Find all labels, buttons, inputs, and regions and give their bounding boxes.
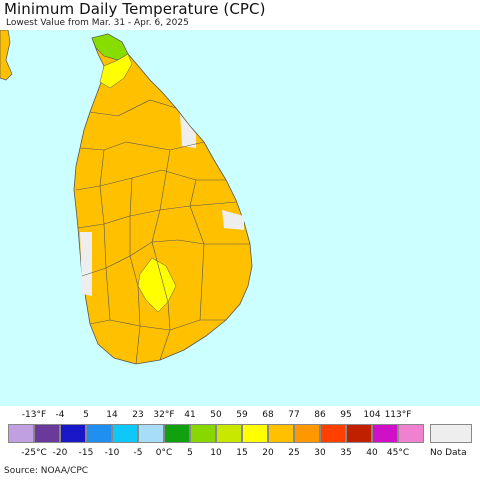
celsius-tick-label: 45°C <box>386 448 410 458</box>
legend-swatch <box>86 424 112 443</box>
map-subtitle: Lowest Value from Mar. 31 - Apr. 6, 2025 <box>6 18 189 28</box>
legend-swatch <box>242 424 268 443</box>
celsius-tick-label: -20 <box>52 448 68 458</box>
celsius-tick-label: -25°C <box>21 448 47 458</box>
legend-fahrenheit-labels: -13°F -4 5 14 23 32°F 41 50 59 68 77 86 95 104 113°F <box>0 410 480 422</box>
district-boundary <box>79 141 205 151</box>
fahrenheit-tick-label: -13°F <box>21 410 47 420</box>
celsius-tick-label: -10 <box>104 448 120 458</box>
no-data-west <box>80 232 92 296</box>
celsius-tick-label: 15 <box>236 448 248 458</box>
india-mainland <box>0 30 13 81</box>
fahrenheit-tick-label: 95 <box>340 410 352 420</box>
celsius-tick-label: -5 <box>133 448 143 458</box>
fahrenheit-tick-label: -4 <box>55 410 65 420</box>
fahrenheit-tick-label: 32°F <box>153 410 175 420</box>
fahrenheit-tick-label: 59 <box>236 410 248 420</box>
celsius-tick-label: 20 <box>262 448 274 458</box>
fahrenheit-tick-label: 86 <box>314 410 326 420</box>
legend-no-data-label: No Data <box>430 448 467 458</box>
legend-swatch <box>216 424 242 443</box>
no-data-southeast <box>222 210 244 230</box>
map-title: Minimum Daily Temperature (CPC) <box>4 0 266 18</box>
district-boundary <box>189 179 205 321</box>
district-boundary <box>89 319 226 331</box>
legend-swatch <box>60 424 86 443</box>
legend-no-data-swatch <box>430 424 472 443</box>
legend-swatch <box>268 424 294 443</box>
district-boundary <box>151 149 171 361</box>
celsius-tick-label: 40 <box>366 448 378 458</box>
district-boundary <box>89 99 177 117</box>
district-boundary <box>77 201 237 229</box>
legend-swatch <box>346 424 372 443</box>
district-boundary <box>99 149 111 321</box>
legend-swatch <box>138 424 164 443</box>
legend-swatch <box>372 424 398 443</box>
fahrenheit-tick-label: 23 <box>132 410 144 420</box>
fahrenheit-tick-label: 77 <box>288 410 300 420</box>
celsius-tick-label: -15 <box>78 448 94 458</box>
fahrenheit-tick-label: 41 <box>184 410 196 420</box>
celsius-tick-label: 5 <box>187 448 193 458</box>
source-credit: Source: NOAA/CPC <box>4 466 89 476</box>
celsius-tick-label: 25 <box>288 448 300 458</box>
fahrenheit-tick-label: 50 <box>210 410 222 420</box>
celsius-tick-label: 35 <box>340 448 352 458</box>
legend-swatch <box>34 424 60 443</box>
fahrenheit-tick-label: 104 <box>363 410 381 420</box>
legend-swatch <box>112 424 138 443</box>
no-data-east <box>180 114 196 148</box>
celsius-tick-label: 0°C <box>155 448 173 458</box>
temperature-map <box>0 30 480 406</box>
legend-swatch <box>320 424 346 443</box>
north-yellow-zone <box>99 53 133 89</box>
fahrenheit-tick-label: 5 <box>83 410 89 420</box>
district-boundary <box>75 169 226 191</box>
legend-swatch <box>398 424 424 443</box>
celsius-tick-label: 10 <box>210 448 222 458</box>
district-boundary <box>129 177 141 365</box>
legend-swatch <box>190 424 216 443</box>
sri-lanka-land <box>73 33 253 365</box>
legend-swatch <box>8 424 34 443</box>
legend-swatch <box>164 424 190 443</box>
celsius-tick-label: 30 <box>314 448 326 458</box>
fahrenheit-tick-label: 68 <box>262 410 274 420</box>
legend-swatch <box>294 424 320 443</box>
legend-celsius-labels: -25°C -20 -15 -10 -5 0°C 5 10 15 20 25 30 35 40 45°C <box>0 448 480 460</box>
fahrenheit-tick-label: 113°F <box>384 410 412 420</box>
fahrenheit-tick-label: 14 <box>106 410 118 420</box>
